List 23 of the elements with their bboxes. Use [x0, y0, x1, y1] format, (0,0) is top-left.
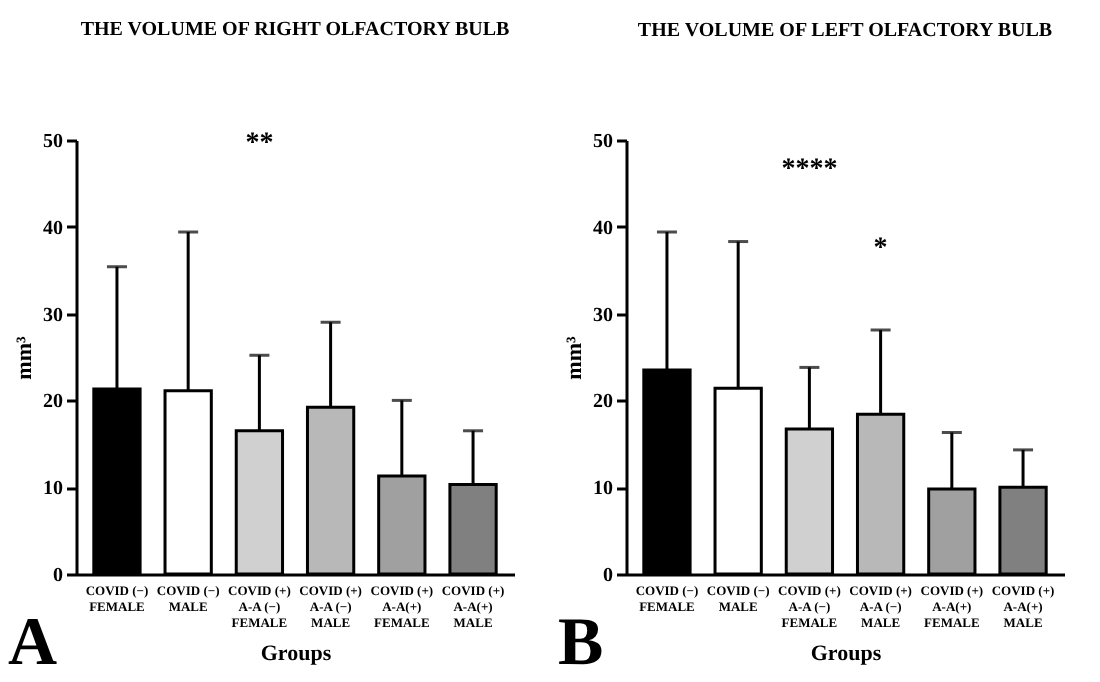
x-axis-title: Groups: [260, 642, 333, 666]
y-tick-label: 0: [603, 565, 613, 587]
y-tick-label: 40: [593, 217, 613, 240]
y-axis-title: mm³: [563, 334, 587, 380]
y-tick-label: 20: [593, 391, 613, 414]
text: B: [558, 606, 604, 680]
y-tick-label: 40: [43, 217, 63, 240]
text: A: [8, 606, 58, 680]
y-tick-label: 50: [593, 131, 613, 153]
annotation: **: [245, 129, 274, 160]
y-tick-label: 50: [43, 131, 63, 153]
y-tick-label: 10: [593, 478, 613, 501]
chart-title: THE VOLUME OF LEFT OLFACTORY BULB: [637, 20, 1053, 42]
annotation: *: [873, 233, 888, 264]
chart-title: THE VOLUME OF RIGHT OLFACTORY BULB: [80, 19, 511, 42]
y-tick-label: 0: [53, 565, 63, 587]
y-tick-label: 30: [43, 304, 63, 327]
x-axis-title: Groups: [810, 642, 883, 666]
annotation: ****: [781, 155, 838, 186]
y-axis-title: mm³: [13, 334, 37, 380]
y-tick-label: 20: [43, 391, 63, 414]
y-tick-label: 10: [43, 478, 63, 501]
y-tick-label: 30: [593, 304, 613, 327]
